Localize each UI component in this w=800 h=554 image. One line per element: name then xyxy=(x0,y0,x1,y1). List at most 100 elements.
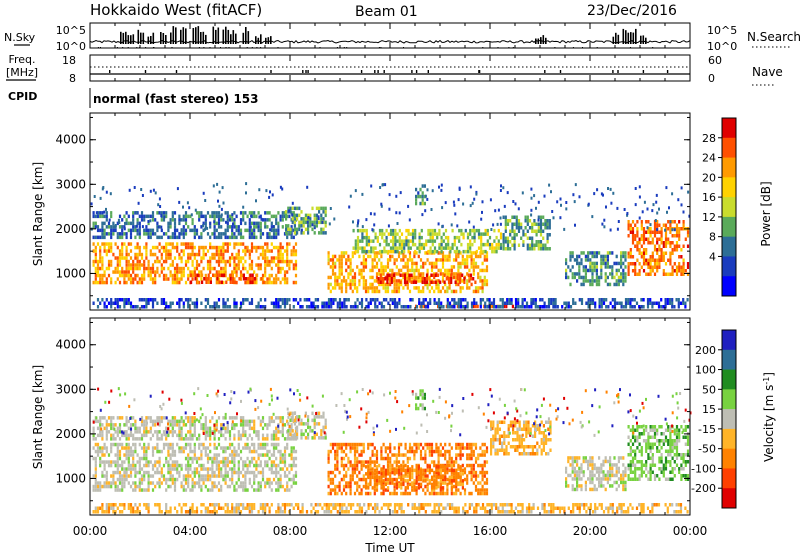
range-gate-cell xyxy=(341,305,344,309)
range-gate-cell xyxy=(279,456,282,461)
range-gate-cell xyxy=(180,266,183,271)
range-gate-cell xyxy=(397,282,401,287)
range-gate-cell xyxy=(233,467,236,471)
range-gate-cell xyxy=(154,460,157,464)
range-gate-cell xyxy=(356,249,360,254)
range-gate-cell xyxy=(132,211,135,215)
range-gate-cell xyxy=(173,266,177,271)
range-gate-cell xyxy=(398,228,401,233)
scatter-echo xyxy=(313,226,316,230)
range-gate-cell xyxy=(195,301,199,305)
range-gate-cell xyxy=(224,263,227,267)
range-gate-cell xyxy=(324,432,327,437)
range-gate-cell xyxy=(362,275,365,280)
range-gate-cell xyxy=(395,279,398,283)
range-gate-cell xyxy=(582,279,585,283)
nsearch-dot xyxy=(319,47,321,48)
range-gate-cell xyxy=(365,242,368,247)
range-gate-cell xyxy=(246,463,249,468)
range-gate-cell xyxy=(338,298,342,302)
range-gate-cell xyxy=(649,262,652,266)
range-gate-cell xyxy=(156,211,159,215)
range-gate-cell xyxy=(373,491,376,496)
range-gate-cell xyxy=(374,246,377,250)
range-gate-cell xyxy=(384,265,387,269)
scatter-echo xyxy=(269,190,271,194)
range-gate-cell xyxy=(305,305,309,309)
range-gate-cell xyxy=(345,282,348,287)
range-gate-cell xyxy=(450,268,453,273)
range-gate-cell xyxy=(528,236,532,240)
beam-label: Beam 01 xyxy=(355,4,418,20)
range-gate-cell xyxy=(151,305,155,309)
range-gate-cell xyxy=(231,218,234,222)
range-gate-cell xyxy=(492,301,496,305)
range-gate-cell xyxy=(569,251,572,255)
range-gate-cell xyxy=(600,265,603,269)
range-gate-cell xyxy=(110,242,113,246)
range-gate-cell xyxy=(167,446,170,450)
range-gate-cell xyxy=(231,453,234,457)
range-gate-cell xyxy=(132,488,135,492)
range-gate-cell xyxy=(94,437,97,441)
range-gate-cell xyxy=(173,270,177,274)
scatter-echo xyxy=(265,189,268,193)
range-gate-cell xyxy=(565,305,568,309)
range-gate-cell xyxy=(544,247,547,251)
range-gate-cell xyxy=(502,236,505,240)
range-gate-cell xyxy=(94,249,97,253)
scatter-echo xyxy=(680,203,683,207)
range-gate-cell xyxy=(298,415,301,419)
range-gate-cell xyxy=(103,228,106,233)
range-gate-cell xyxy=(215,474,218,478)
range-gate-cell xyxy=(138,456,141,461)
range-gate-cell xyxy=(121,266,124,271)
range-gate-cell xyxy=(220,266,223,271)
range-gate-cell xyxy=(356,228,360,233)
range-gate-cell xyxy=(189,442,192,447)
range-gate-cell xyxy=(180,232,183,236)
range-gate-cell xyxy=(151,481,155,485)
range-gate-cell xyxy=(259,488,262,492)
range-gate-cell xyxy=(127,270,130,274)
range-gate-cell xyxy=(204,437,207,441)
scatter-echo xyxy=(431,189,434,193)
range-gate-cell xyxy=(237,225,240,229)
range-gate-cell xyxy=(193,301,196,305)
range-gate-cell xyxy=(215,214,218,219)
range-gate-cell xyxy=(281,245,284,250)
range-gate-cell xyxy=(151,419,155,424)
range-gate-cell xyxy=(215,270,218,274)
range-gate-cell xyxy=(193,270,196,274)
range-gate-cell xyxy=(156,259,159,264)
range-gate-cell xyxy=(673,234,676,238)
range-gate-cell xyxy=(226,456,229,461)
freq-dropout xyxy=(270,70,272,73)
range-gate-cell xyxy=(204,467,207,471)
range-gate-cell xyxy=(140,456,144,461)
range-gate-cell xyxy=(204,218,207,222)
noise-burst xyxy=(152,32,155,44)
range-gate-cell xyxy=(539,226,543,230)
range-gate-cell xyxy=(327,305,331,309)
range-gate-cell xyxy=(118,463,122,468)
range-gate-cell xyxy=(359,246,362,250)
range-gate-cell xyxy=(595,251,598,255)
range-gate-cell xyxy=(411,265,414,269)
range-gate-cell xyxy=(671,301,674,305)
scatter-echo xyxy=(102,186,105,189)
range-gate-cell xyxy=(105,437,108,441)
range-gate-cell xyxy=(206,453,210,457)
range-gate-cell xyxy=(424,251,427,255)
range-gate-cell xyxy=(202,252,205,257)
range-gate-cell xyxy=(422,286,425,290)
range-gate-cell xyxy=(327,456,330,461)
range-gate-cell xyxy=(514,305,518,309)
range-gate-cell xyxy=(464,249,467,254)
range-gate-cell xyxy=(292,305,295,309)
range-gate-cell xyxy=(384,456,387,461)
range-gate-cell xyxy=(656,262,659,266)
range-gate-cell xyxy=(664,251,668,255)
range-gate-cell xyxy=(397,446,401,450)
range-gate-cell xyxy=(360,268,363,273)
